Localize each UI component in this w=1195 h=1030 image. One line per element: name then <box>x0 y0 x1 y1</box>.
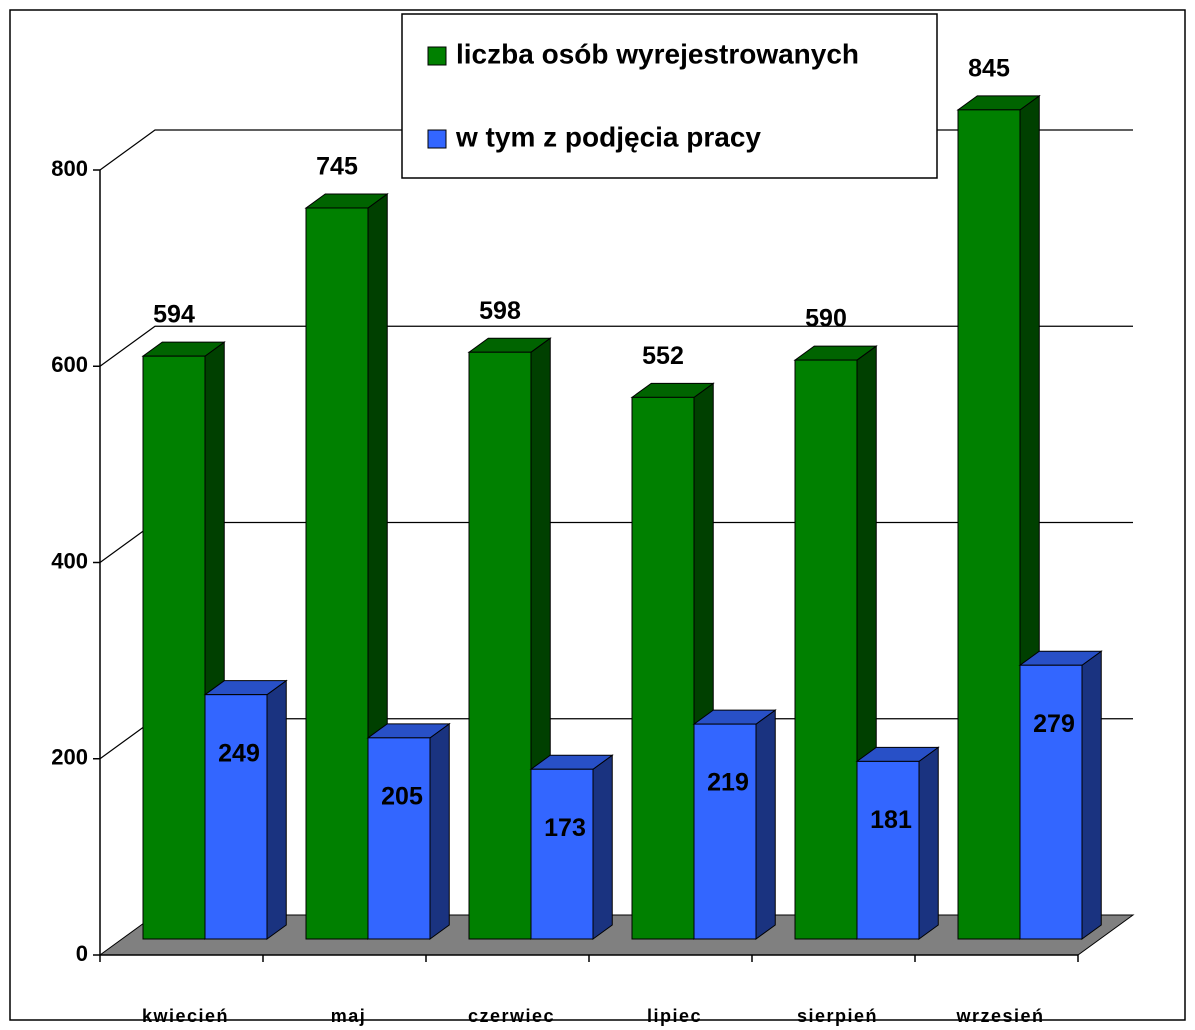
legend-swatch <box>427 129 447 149</box>
value-label: 279 <box>1033 710 1075 738</box>
bar-front <box>142 355 206 940</box>
value-label: 219 <box>707 769 749 797</box>
bar-front <box>794 359 858 940</box>
bar-front <box>367 737 431 940</box>
legend-label: w tym z podjęcia pracy <box>455 121 761 152</box>
bar-side <box>1081 650 1102 940</box>
bar <box>855 746 940 940</box>
value-label: 598 <box>479 297 521 325</box>
value-label: 181 <box>870 806 912 834</box>
x-tick-label: kwiecień <box>142 1006 229 1026</box>
x-tick-label: maj <box>331 1006 367 1026</box>
value-label: 745 <box>316 153 358 181</box>
x-tick-label: sierpień <box>797 1006 878 1026</box>
bar-side <box>755 709 776 940</box>
bar-front <box>693 723 757 940</box>
plot-area: 0 200 400 600 800 kwiecień maj czerwiec lipiec si… <box>51 54 1135 1026</box>
bar-side <box>429 722 450 940</box>
bar <box>529 754 614 940</box>
legend-swatch <box>427 46 447 66</box>
x-tick-label: lipiec <box>647 1006 702 1026</box>
bar-side <box>592 754 613 940</box>
bar <box>304 192 389 940</box>
grid-line <box>99 325 1133 367</box>
x-tick-label: wrzesień <box>955 1006 1044 1026</box>
x-tick-label: czerwiec <box>468 1006 555 1026</box>
bar-front <box>631 396 695 940</box>
legend: liczba osób wyrejestrowanych w tym z podj… <box>401 13 938 179</box>
value-label: 845 <box>968 54 1010 82</box>
bar-front <box>530 768 594 940</box>
y-tick-label: 0 <box>76 941 88 966</box>
value-label: 590 <box>805 305 847 333</box>
bar <box>692 709 777 940</box>
value-label: 173 <box>544 814 586 842</box>
y-tick-label: 400 <box>51 548 88 573</box>
bar-side <box>266 679 287 940</box>
legend-box <box>401 13 938 179</box>
value-label: 205 <box>381 782 423 810</box>
bar <box>467 337 552 940</box>
value-label: 249 <box>218 739 260 767</box>
value-label: 594 <box>153 301 195 329</box>
bar-front <box>204 694 268 940</box>
y-tick-label: 600 <box>51 352 88 377</box>
bar-front <box>468 351 532 940</box>
bar <box>203 679 288 940</box>
bar <box>1018 650 1103 940</box>
bar <box>366 722 451 940</box>
bar-front <box>856 760 920 940</box>
value-label: 552 <box>642 342 684 370</box>
bar-front <box>957 109 1021 940</box>
bar-front <box>1019 664 1083 940</box>
bar-front <box>305 207 369 940</box>
y-tick-label: 200 <box>51 745 88 770</box>
y-tick-label: 800 <box>51 156 88 181</box>
legend-label: liczba osób wyrejestrowanych <box>456 38 859 69</box>
bar-side <box>918 746 939 940</box>
